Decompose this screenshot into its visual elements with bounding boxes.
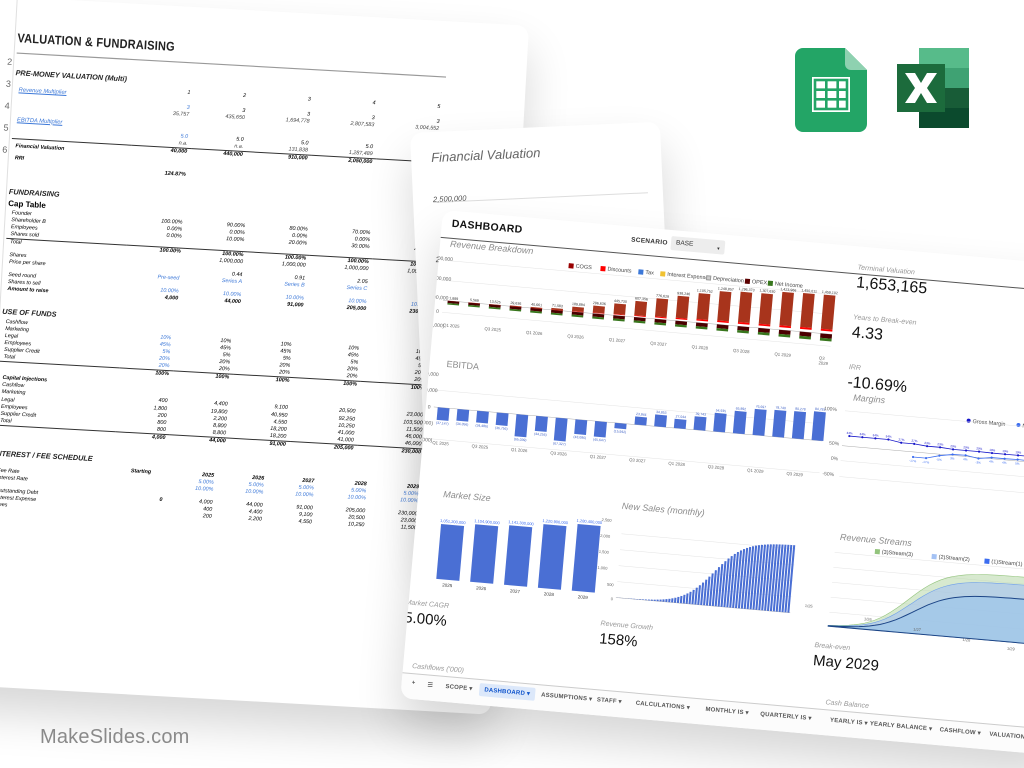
svg-text:1,296,373: 1,296,373 bbox=[739, 287, 755, 292]
svg-text:189,894: 189,894 bbox=[572, 302, 585, 307]
svg-text:1,104,900,000: 1,104,900,000 bbox=[474, 518, 501, 525]
svg-text:19%: 19% bbox=[1003, 449, 1010, 454]
svg-text:20%: 20% bbox=[977, 446, 984, 451]
svg-text:-17%: -17% bbox=[922, 459, 930, 464]
svg-text:(67,327): (67,327) bbox=[553, 441, 566, 446]
svg-text:71,583: 71,583 bbox=[552, 303, 563, 308]
svg-text:40,661: 40,661 bbox=[531, 302, 542, 307]
svg-text:-17%: -17% bbox=[909, 458, 917, 463]
svg-text:34%: 34% bbox=[847, 430, 854, 435]
svg-text:65,892: 65,892 bbox=[736, 406, 747, 411]
svg-text:4%: 4% bbox=[989, 459, 994, 463]
svg-text:1,459,102: 1,459,102 bbox=[822, 290, 838, 295]
svg-text:13,525: 13,525 bbox=[490, 299, 501, 304]
svg-text:(37,147): (37,147) bbox=[436, 420, 449, 425]
svg-text:20%: 20% bbox=[951, 444, 958, 449]
svg-text:1,220,900,000: 1,220,900,000 bbox=[543, 518, 570, 525]
svg-text:4%: 4% bbox=[1002, 460, 1007, 464]
svg-text:78,740: 78,740 bbox=[776, 405, 787, 410]
svg-text:1,105,752: 1,105,752 bbox=[697, 288, 713, 293]
svg-text:2025: 2025 bbox=[442, 582, 453, 588]
svg-text:776,629: 776,629 bbox=[656, 293, 669, 298]
svg-text:34,853: 34,853 bbox=[656, 410, 667, 415]
svg-text:(44,256): (44,256) bbox=[534, 431, 547, 436]
svg-text:1,450,011: 1,450,011 bbox=[802, 288, 818, 293]
svg-text:1,307,630: 1,307,630 bbox=[760, 288, 776, 293]
svg-text:5%: 5% bbox=[1015, 461, 1020, 465]
svg-text:5,569: 5,569 bbox=[470, 298, 479, 303]
svg-text:23%: 23% bbox=[938, 442, 945, 447]
svg-text:1,051,200,000: 1,051,200,000 bbox=[440, 518, 467, 525]
svg-text:27,044: 27,044 bbox=[676, 414, 687, 419]
svg-text:84,781: 84,781 bbox=[815, 406, 826, 411]
svg-text:34%: 34% bbox=[860, 432, 867, 437]
svg-text:(34,356): (34,356) bbox=[456, 421, 469, 426]
svg-text:34%: 34% bbox=[886, 434, 893, 439]
svg-text:(43,086): (43,086) bbox=[574, 434, 587, 439]
svg-text:19%: 19% bbox=[990, 447, 997, 452]
svg-text:607,356: 607,356 bbox=[635, 296, 648, 301]
svg-text:2029: 2029 bbox=[578, 594, 589, 600]
svg-text:23,844: 23,844 bbox=[636, 412, 647, 417]
svg-text:(15,942): (15,942) bbox=[614, 429, 627, 434]
svg-text:1,280,400,000: 1,280,400,000 bbox=[577, 517, 604, 524]
svg-text:19%: 19% bbox=[1016, 450, 1023, 455]
svg-text:76,697: 76,697 bbox=[756, 404, 767, 409]
svg-text:-3%: -3% bbox=[976, 460, 982, 464]
svg-text:39,743: 39,743 bbox=[696, 411, 707, 416]
svg-text:1,248,857: 1,248,857 bbox=[718, 286, 734, 291]
svg-text:20%: 20% bbox=[964, 445, 971, 450]
svg-text:3%: 3% bbox=[950, 456, 955, 460]
svg-text:-5%: -5% bbox=[937, 457, 943, 461]
svg-text:1,423,966: 1,423,966 bbox=[781, 287, 797, 292]
svg-text:80,278: 80,278 bbox=[795, 406, 806, 411]
svg-text:(36,756): (36,756) bbox=[495, 425, 508, 430]
svg-text:(34,486): (34,486) bbox=[476, 423, 489, 428]
svg-text:445,730: 445,730 bbox=[614, 298, 627, 303]
svg-text:27%: 27% bbox=[912, 438, 919, 443]
svg-text:2026: 2026 bbox=[476, 585, 487, 591]
svg-text:27%: 27% bbox=[899, 437, 906, 442]
svg-text:1,141,300,000: 1,141,300,000 bbox=[508, 519, 535, 526]
svg-text:938,246: 938,246 bbox=[677, 291, 690, 296]
svg-text:296,636: 296,636 bbox=[593, 301, 606, 306]
svg-text:4%: 4% bbox=[963, 457, 968, 461]
svg-text:54,935: 54,935 bbox=[716, 408, 727, 413]
svg-text:23%: 23% bbox=[925, 441, 932, 446]
svg-text:(45,647): (45,647) bbox=[593, 437, 606, 442]
svg-text:29,636: 29,636 bbox=[511, 301, 522, 306]
svg-text:2028: 2028 bbox=[544, 591, 555, 597]
svg-text:(65,039): (65,039) bbox=[514, 437, 527, 442]
svg-text:34%: 34% bbox=[873, 433, 880, 438]
svg-text:1,889: 1,889 bbox=[449, 296, 458, 301]
svg-text:2027: 2027 bbox=[510, 588, 521, 594]
